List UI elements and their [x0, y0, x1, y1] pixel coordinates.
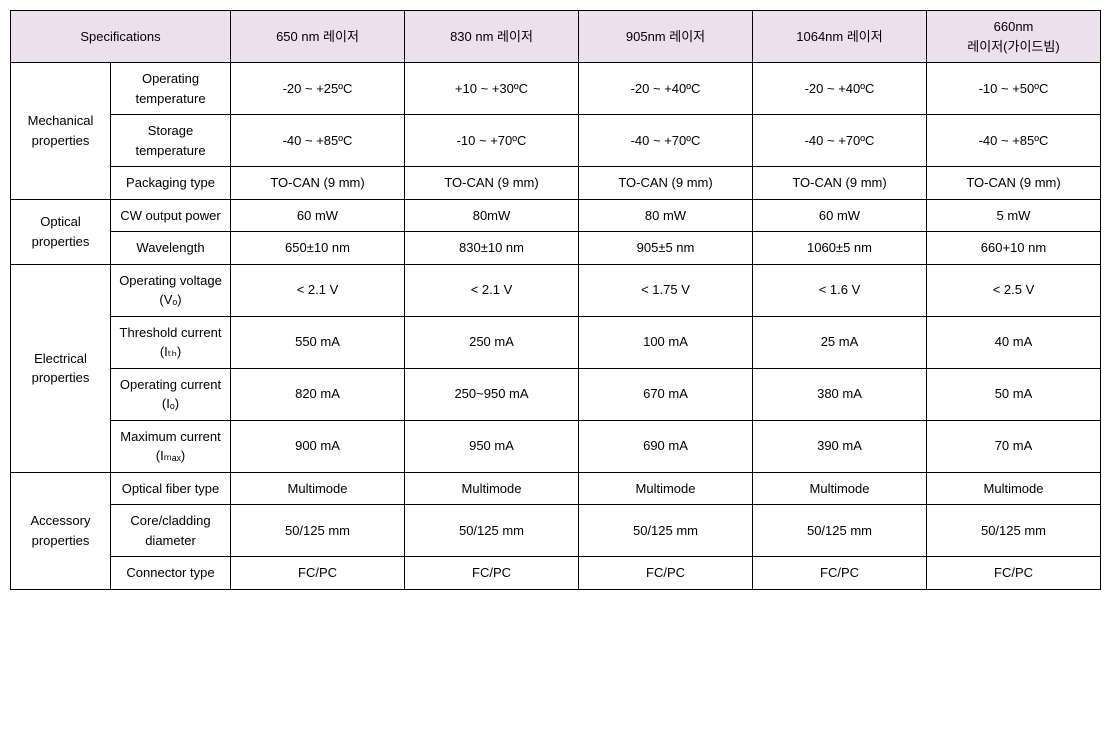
spec-label: Storage temperature: [111, 115, 231, 167]
spec-label: Maximum current (Iₘₐₓ): [111, 420, 231, 472]
spec-value: 70 mA: [927, 420, 1101, 472]
spec-value: 60 mW: [753, 199, 927, 232]
spec-value: TO-CAN (9 mm): [753, 167, 927, 200]
spec-value: 830±10 nm: [405, 232, 579, 265]
spec-value: 660+10 nm: [927, 232, 1101, 265]
spec-value: Multimode: [405, 472, 579, 505]
spec-value: -40 ~ +85ºC: [927, 115, 1101, 167]
spec-value: 50/125 mm: [405, 505, 579, 557]
spec-value: -40 ~ +70ºC: [579, 115, 753, 167]
table-row: Packaging type TO-CAN (9 mm) TO-CAN (9 m…: [11, 167, 1101, 200]
spec-value: FC/PC: [579, 557, 753, 590]
spec-value: -20 ~ +25ºC: [231, 63, 405, 115]
spec-value: -10 ~ +50ºC: [927, 63, 1101, 115]
spec-value: 690 mA: [579, 420, 753, 472]
spec-value: +10 ~ +30ºC: [405, 63, 579, 115]
spec-label: Operating current (Iₒ): [111, 368, 231, 420]
table-row: Maximum current (Iₘₐₓ) 900 mA 950 mA 690…: [11, 420, 1101, 472]
spec-value: 820 mA: [231, 368, 405, 420]
spec-value: < 1.75 V: [579, 264, 753, 316]
spec-value: TO-CAN (9 mm): [927, 167, 1101, 200]
table-row: Wavelength 650±10 nm 830±10 nm 905±5 nm …: [11, 232, 1101, 265]
spec-value: Multimode: [753, 472, 927, 505]
spec-value: Multimode: [927, 472, 1101, 505]
table-row: Electrical properties Operating voltage …: [11, 264, 1101, 316]
spec-value: 50/125 mm: [927, 505, 1101, 557]
spec-value: < 1.6 V: [753, 264, 927, 316]
spec-label: Wavelength: [111, 232, 231, 265]
spec-value: 905±5 nm: [579, 232, 753, 265]
spec-value: 250~950 mA: [405, 368, 579, 420]
spec-value: 50/125 mm: [231, 505, 405, 557]
spec-value: 380 mA: [753, 368, 927, 420]
spec-value: < 2.1 V: [231, 264, 405, 316]
spec-value: -20 ~ +40ºC: [753, 63, 927, 115]
table-body: Mechanical properties Operating temperat…: [11, 63, 1101, 590]
table-row: Threshold current (Iₜₕ) 550 mA 250 mA 10…: [11, 316, 1101, 368]
table-row: Mechanical properties Operating temperat…: [11, 63, 1101, 115]
table-row: Connector type FC/PC FC/PC FC/PC FC/PC F…: [11, 557, 1101, 590]
spec-label: Connector type: [111, 557, 231, 590]
spec-value: 950 mA: [405, 420, 579, 472]
spec-value: 670 mA: [579, 368, 753, 420]
spec-value: Multimode: [231, 472, 405, 505]
group-label-electrical: Electrical properties: [11, 264, 111, 472]
spec-value: TO-CAN (9 mm): [579, 167, 753, 200]
spec-value: 250 mA: [405, 316, 579, 368]
table-row: Optical properties CW output power 60 mW…: [11, 199, 1101, 232]
spec-value: 50 mA: [927, 368, 1101, 420]
spec-label: CW output power: [111, 199, 231, 232]
spec-value: 50/125 mm: [579, 505, 753, 557]
spec-label: Optical fiber type: [111, 472, 231, 505]
spec-value: 40 mA: [927, 316, 1101, 368]
spec-value: 5 mW: [927, 199, 1101, 232]
spec-value: -10 ~ +70ºC: [405, 115, 579, 167]
spec-value: 50/125 mm: [753, 505, 927, 557]
spec-value: FC/PC: [231, 557, 405, 590]
table-row: Accessory properties Optical fiber type …: [11, 472, 1101, 505]
spec-value: 80 mW: [579, 199, 753, 232]
spec-value: TO-CAN (9 mm): [231, 167, 405, 200]
header-col-3: 1064nm 레이저: [753, 11, 927, 63]
spec-value: 100 mA: [579, 316, 753, 368]
table-row: Operating current (Iₒ) 820 mA 250~950 mA…: [11, 368, 1101, 420]
spec-value: -20 ~ +40ºC: [579, 63, 753, 115]
header-col-0: 650 nm 레이저: [231, 11, 405, 63]
spec-value: < 2.1 V: [405, 264, 579, 316]
spec-label: Threshold current (Iₜₕ): [111, 316, 231, 368]
group-label-mechanical: Mechanical properties: [11, 63, 111, 200]
spec-value: 25 mA: [753, 316, 927, 368]
spec-value: < 2.5 V: [927, 264, 1101, 316]
spec-value: Multimode: [579, 472, 753, 505]
laser-spec-table: Specifications 650 nm 레이저 830 nm 레이저 905…: [10, 10, 1101, 590]
spec-value: 80mW: [405, 199, 579, 232]
table-row: Storage temperature -40 ~ +85ºC -10 ~ +7…: [11, 115, 1101, 167]
table-row: Core/cladding diameter 50/125 mm 50/125 …: [11, 505, 1101, 557]
group-label-accessory: Accessory properties: [11, 472, 111, 589]
spec-value: FC/PC: [405, 557, 579, 590]
header-specifications: Specifications: [11, 11, 231, 63]
group-label-optical: Optical properties: [11, 199, 111, 264]
header-col-1: 830 nm 레이저: [405, 11, 579, 63]
spec-label: Packaging type: [111, 167, 231, 200]
table-header: Specifications 650 nm 레이저 830 nm 레이저 905…: [11, 11, 1101, 63]
header-col-4: 660nm레이저(가이드빔): [927, 11, 1101, 63]
spec-value: 390 mA: [753, 420, 927, 472]
spec-label: Core/cladding diameter: [111, 505, 231, 557]
spec-value: -40 ~ +85ºC: [231, 115, 405, 167]
spec-value: FC/PC: [753, 557, 927, 590]
spec-value: 650±10 nm: [231, 232, 405, 265]
spec-value: 1060±5 nm: [753, 232, 927, 265]
spec-value: FC/PC: [927, 557, 1101, 590]
spec-label: Operating voltage (Vₒ): [111, 264, 231, 316]
spec-label: Operating temperature: [111, 63, 231, 115]
spec-value: TO-CAN (9 mm): [405, 167, 579, 200]
spec-value: 550 mA: [231, 316, 405, 368]
header-col-2: 905nm 레이저: [579, 11, 753, 63]
spec-value: 900 mA: [231, 420, 405, 472]
spec-value: -40 ~ +70ºC: [753, 115, 927, 167]
spec-value: 60 mW: [231, 199, 405, 232]
